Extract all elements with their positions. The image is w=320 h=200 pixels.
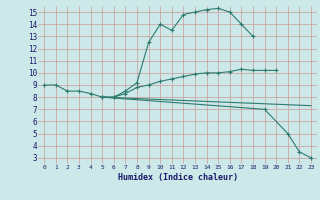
X-axis label: Humidex (Indice chaleur): Humidex (Indice chaleur) [118,173,238,182]
